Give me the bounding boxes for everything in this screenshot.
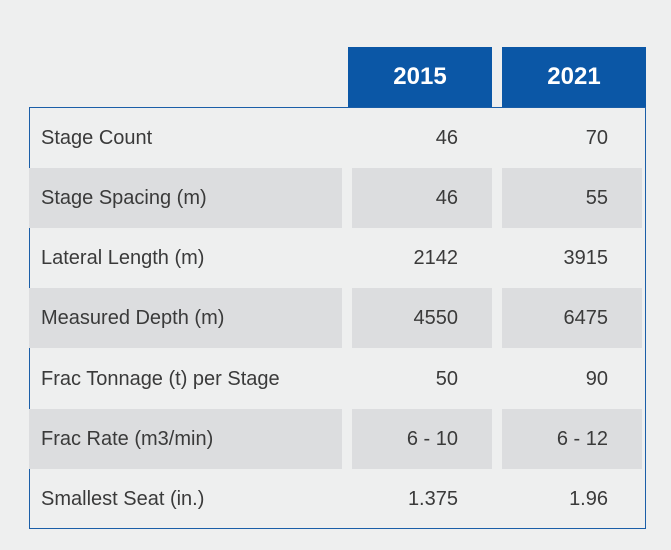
column-header-2021: 2021 <box>502 47 646 107</box>
table-row: Smallest Seat (in.) 1.375 1.96 <box>29 469 646 529</box>
row-label: Stage Count <box>41 126 153 149</box>
value-2021: 1.96 <box>569 487 608 510</box>
table-row: Frac Tonnage (t) per Stage 50 90 <box>29 349 646 409</box>
value-2015: 1.375 <box>407 487 458 510</box>
column-header-2015: 2015 <box>348 47 492 107</box>
value-2015: 6 - 10 <box>352 409 492 469</box>
table-row: Stage Spacing (m) 46 55 <box>29 168 646 228</box>
table-row: Frac Rate (m3/min) 6 - 10 6 - 12 <box>29 409 646 469</box>
table-row: Stage Count 46 70 <box>29 108 646 168</box>
row-label: Frac Rate (m3/min) <box>29 409 342 469</box>
row-label: Frac Tonnage (t) per Stage <box>41 367 280 390</box>
row-label: Smallest Seat (in.) <box>41 487 205 510</box>
value-2015: 2142 <box>413 246 459 269</box>
value-2021: 90 <box>585 367 608 390</box>
row-label: Measured Depth (m) <box>29 288 342 348</box>
value-2021: 6475 <box>502 288 642 348</box>
value-2021: 3915 <box>563 246 609 269</box>
value-2021: 70 <box>585 126 608 149</box>
value-2021: 6 - 12 <box>502 409 642 469</box>
table-row: Measured Depth (m) 4550 6475 <box>29 288 646 348</box>
value-2021: 55 <box>502 168 642 228</box>
row-label: Stage Spacing (m) <box>29 168 342 228</box>
table-row: Lateral Length (m) 2142 3915 <box>29 228 646 288</box>
value-2015: 50 <box>435 367 458 390</box>
value-2015: 46 <box>435 126 458 149</box>
value-2015: 4550 <box>352 288 492 348</box>
value-2015: 46 <box>352 168 492 228</box>
row-label: Lateral Length (m) <box>41 246 205 269</box>
